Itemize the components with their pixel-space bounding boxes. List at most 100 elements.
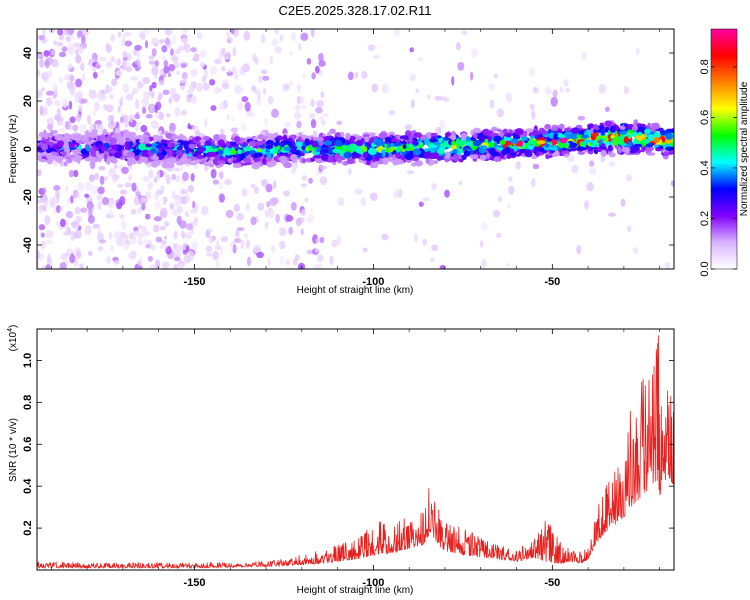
spectrogram-cell	[632, 246, 639, 255]
spectrogram-cell	[134, 44, 142, 51]
spectrogram-cell	[407, 170, 415, 175]
spectrogram-cell	[300, 228, 304, 236]
spectrogram-cell	[137, 239, 143, 246]
spectrogram-cell	[429, 152, 439, 157]
spectrogram-cell	[80, 98, 88, 104]
spectrogram-cell	[242, 141, 247, 148]
spectrogram-cell	[227, 158, 232, 164]
spectrogram-cell	[99, 69, 105, 74]
spectrogram-cell	[174, 175, 181, 183]
spectrogram-cell	[262, 157, 267, 165]
spectrogram-cell	[243, 232, 249, 239]
spectrogram-cell	[598, 138, 604, 145]
spectrogram-cell	[225, 140, 231, 147]
spectrogram-cell	[409, 73, 416, 82]
spectrogram-cell	[140, 124, 148, 133]
spectrogram-cell	[283, 190, 290, 197]
spectrogram-cell	[139, 138, 144, 144]
spectrogram-cell	[536, 133, 543, 139]
spectrogram-cell	[57, 108, 61, 116]
spectrogram-cell	[217, 87, 223, 93]
spectrogram-cell	[295, 217, 302, 227]
spectrogram-cell	[260, 33, 266, 44]
spectrogram-cell	[165, 132, 173, 139]
spectrogram-cell	[135, 123, 140, 132]
spectrogram-cell	[59, 156, 64, 161]
spectrogram-cell	[180, 84, 185, 90]
spectrogram-cell	[137, 60, 141, 68]
spectrogram-cell	[534, 145, 539, 153]
spectrogram-cell	[218, 134, 227, 139]
spectrogram-cell	[524, 149, 533, 158]
spectrogram-cell	[113, 230, 121, 240]
spectrogram-cell	[186, 223, 193, 231]
spectrogram-cell	[186, 158, 192, 164]
spectrogram-cell	[38, 224, 46, 231]
spectrogram-cell	[274, 46, 282, 54]
spectrogram-cell	[230, 127, 239, 133]
snr-x-tick-label: -100	[362, 577, 384, 589]
spectrogram-cell	[635, 133, 645, 141]
spectrogram-cell	[557, 134, 566, 138]
spectrogram-cell	[530, 154, 538, 160]
spectrogram-cell	[144, 160, 149, 165]
spectrogram-cell	[190, 94, 198, 104]
spectrogram-cell	[76, 250, 82, 259]
spectrogram-cell	[439, 119, 446, 130]
spectrogram-cell	[633, 143, 643, 148]
spectrogram-cell	[127, 165, 133, 170]
spectrogram-cell	[545, 154, 550, 160]
spectrogram-cell	[310, 29, 315, 38]
spectrogram-cell	[529, 135, 535, 140]
spectrogram-cell	[53, 99, 61, 107]
spectrogram-cell	[529, 67, 535, 76]
spectrogram-cell	[485, 152, 491, 159]
spectrogram-cell	[46, 97, 53, 107]
spectrogram-cell	[219, 171, 224, 180]
spectrogram-cell	[139, 82, 145, 88]
spectrogram-cell	[409, 47, 414, 53]
spectrogram-cell	[225, 150, 232, 156]
spectrogram-cell	[109, 149, 117, 154]
spectrogram-cell	[158, 39, 165, 44]
spectrogram-cell	[368, 132, 376, 137]
spectrogram-cell	[244, 101, 251, 112]
spectrogram-cell	[170, 48, 174, 56]
spectrogram-cell	[362, 247, 368, 253]
spectrogram-cell	[48, 197, 56, 208]
spectrogram-cell	[599, 146, 607, 150]
spectrogram-y-tick-label: 20	[22, 95, 34, 107]
spectrogram-cell	[66, 197, 72, 205]
spectrogram-cell	[148, 264, 157, 269]
spectrogram-cell	[44, 59, 50, 69]
spectrogram-cell	[145, 40, 149, 49]
spectrogram-cell	[651, 122, 660, 130]
spectrogram-cell	[552, 89, 558, 98]
spectrogram-cell	[371, 83, 379, 93]
spectrogram-cell	[128, 172, 133, 178]
spectrogram-cell	[224, 179, 232, 186]
spectrogram-cell	[84, 157, 92, 162]
spectrogram-cell	[81, 29, 90, 36]
spectrogram-cell	[37, 89, 43, 98]
spectrogram-cell	[242, 63, 250, 73]
colorbar-label: Normalized spectral amplitude	[739, 81, 750, 216]
spectrogram-cell	[117, 58, 121, 66]
spectrogram-cell	[196, 32, 203, 39]
spectrogram-cell	[97, 92, 104, 102]
spectrogram-cell	[59, 262, 67, 269]
spectrogram-cell	[496, 128, 502, 132]
spectrogram-cell	[369, 192, 378, 202]
spectrogram-cell	[74, 229, 82, 239]
spectrogram-cell	[218, 193, 225, 203]
spectrogram-cell	[124, 239, 132, 246]
spectrogram-cell	[45, 230, 54, 239]
spectrogram-cell	[187, 123, 191, 130]
spectrogram-cell	[207, 228, 213, 233]
snr-series-line	[37, 335, 674, 570]
spectrogram-cell	[158, 80, 165, 86]
spectrogram-cell	[558, 123, 565, 130]
spectrogram-cell	[98, 166, 106, 171]
spectrogram-cell	[321, 112, 330, 117]
spectrogram-cell	[74, 155, 83, 160]
